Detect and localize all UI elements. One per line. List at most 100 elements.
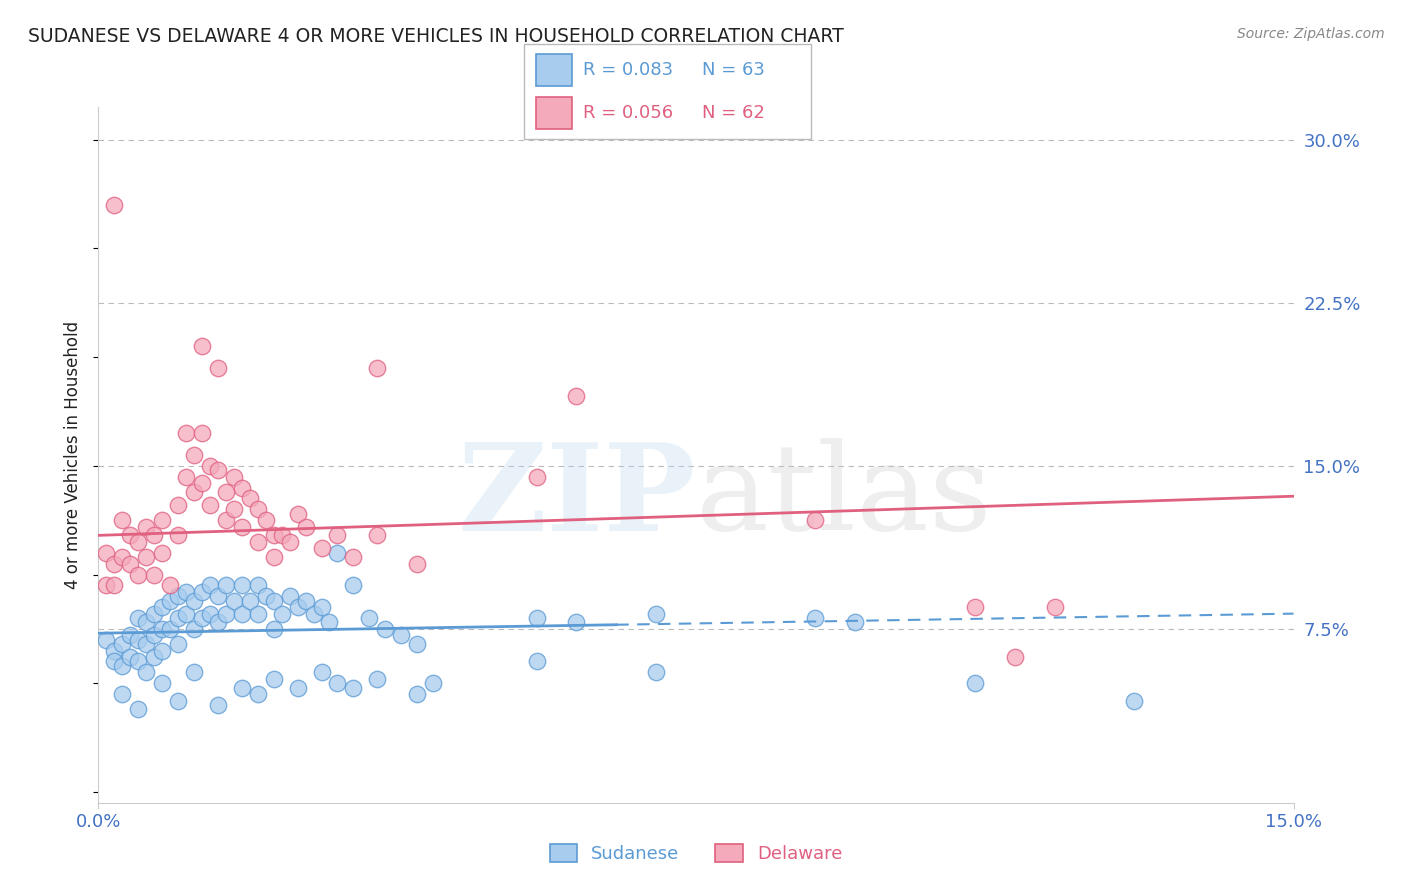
Point: [526, 655, 548, 669]
Point: [207, 615, 229, 630]
Point: [374, 622, 396, 636]
Point: [246, 687, 269, 701]
Point: [645, 665, 668, 680]
Point: [1123, 693, 1146, 707]
Point: [246, 607, 269, 621]
Point: [127, 702, 149, 716]
Point: [111, 687, 134, 701]
Point: [1004, 650, 1026, 665]
Point: [167, 528, 190, 542]
Point: [150, 600, 173, 615]
Point: [135, 615, 157, 630]
Point: [231, 607, 253, 621]
Point: [103, 198, 125, 212]
Point: [406, 687, 429, 701]
Point: [111, 513, 134, 527]
Point: [111, 658, 134, 673]
Point: [174, 426, 197, 441]
Point: [359, 611, 381, 625]
Point: [1043, 600, 1066, 615]
Point: [311, 665, 333, 680]
Point: [159, 622, 181, 636]
Point: [963, 600, 986, 615]
Point: [143, 650, 166, 665]
Point: [191, 585, 214, 599]
Text: R = 0.056: R = 0.056: [583, 104, 673, 122]
Point: [103, 578, 125, 592]
Point: [302, 607, 325, 621]
Point: [287, 507, 309, 521]
Point: [183, 593, 205, 607]
Point: [167, 589, 190, 603]
Point: [231, 681, 253, 695]
Point: [207, 361, 229, 376]
Point: [167, 693, 190, 707]
Point: [103, 655, 125, 669]
Point: [254, 513, 277, 527]
Point: [191, 611, 214, 625]
Point: [143, 528, 166, 542]
Point: [311, 541, 333, 556]
Point: [167, 637, 190, 651]
Point: [207, 698, 229, 712]
Point: [270, 528, 292, 542]
Point: [366, 361, 388, 376]
Point: [191, 339, 214, 353]
Point: [120, 650, 142, 665]
Point: [135, 550, 157, 565]
Point: [103, 643, 125, 657]
Point: [422, 676, 444, 690]
Point: [263, 593, 285, 607]
Point: [127, 632, 149, 647]
Point: [198, 498, 221, 512]
Point: [270, 607, 292, 621]
Point: [167, 498, 190, 512]
Point: [183, 484, 205, 499]
Point: [191, 476, 214, 491]
Point: [231, 519, 253, 533]
Point: [406, 637, 429, 651]
Point: [103, 557, 125, 571]
Point: [215, 484, 238, 499]
Point: [231, 481, 253, 495]
Point: [342, 681, 364, 695]
Point: [294, 519, 316, 533]
Point: [326, 528, 349, 542]
FancyBboxPatch shape: [536, 97, 572, 129]
Text: N = 62: N = 62: [702, 104, 765, 122]
Point: [406, 557, 429, 571]
Point: [111, 637, 134, 651]
Point: [150, 546, 173, 560]
Point: [318, 615, 340, 630]
Point: [174, 585, 197, 599]
Point: [263, 550, 285, 565]
Point: [246, 502, 269, 516]
Point: [127, 567, 149, 582]
Point: [135, 519, 157, 533]
Point: [120, 557, 142, 571]
Point: [215, 513, 238, 527]
Point: [526, 611, 548, 625]
Point: [254, 589, 277, 603]
Point: [135, 637, 157, 651]
FancyBboxPatch shape: [536, 54, 572, 86]
Text: N = 63: N = 63: [702, 61, 765, 78]
Point: [207, 463, 229, 477]
Point: [645, 607, 668, 621]
Point: [366, 528, 388, 542]
Point: [150, 676, 173, 690]
Point: [127, 534, 149, 549]
Point: [565, 389, 588, 403]
Point: [804, 611, 827, 625]
Point: [222, 469, 245, 483]
Point: [150, 643, 173, 657]
Point: [174, 469, 197, 483]
Text: ZIP: ZIP: [458, 438, 696, 556]
Point: [278, 534, 301, 549]
Point: [342, 550, 364, 565]
Point: [222, 593, 245, 607]
Point: [294, 593, 316, 607]
Point: [183, 622, 205, 636]
Point: [366, 672, 388, 686]
Point: [143, 628, 166, 642]
